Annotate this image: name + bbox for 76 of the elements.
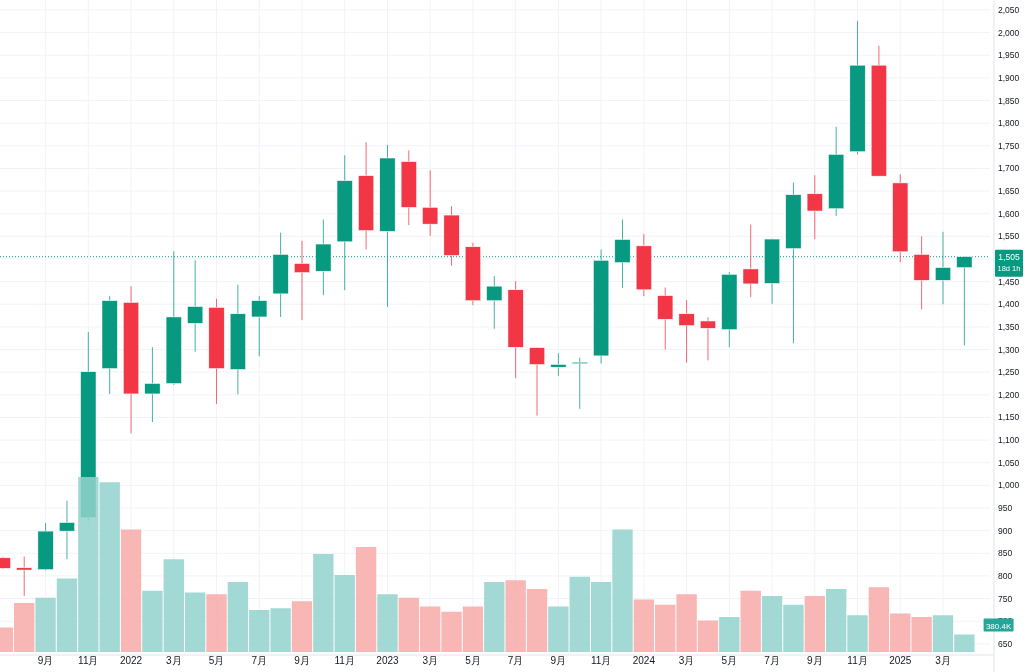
candlestick xyxy=(571,357,588,410)
bar xyxy=(740,590,761,652)
x-tick-label: 9月 xyxy=(550,655,567,666)
bar xyxy=(804,596,825,652)
y-tick-label: 1,450 xyxy=(998,276,1020,287)
x-tick-label: 3月 xyxy=(678,655,695,666)
y-tick-label: 750 xyxy=(998,593,1013,604)
y-tick-label: 1,400 xyxy=(998,299,1020,310)
x-tick-label: 3月 xyxy=(422,655,438,666)
y-tick-label: 1,700 xyxy=(998,163,1020,174)
x-tick-label: 7月 xyxy=(251,655,268,666)
x-tick-label: 9月 xyxy=(37,655,54,666)
candlestick xyxy=(550,352,567,377)
y-tick-label: 950 xyxy=(998,503,1013,514)
y-tick-label: 1,550 xyxy=(998,231,1020,242)
bar xyxy=(120,529,142,652)
bar xyxy=(355,547,377,652)
y-tick-label: 1,850 xyxy=(998,95,1020,106)
bar xyxy=(206,594,227,652)
y-tick-label: 800 xyxy=(998,570,1013,581)
x-tick-label: 7月 xyxy=(507,655,524,666)
y-tick-label: 1,650 xyxy=(998,186,1020,197)
x-tick-label: 11月 xyxy=(334,655,355,666)
y-tick-label: 1,800 xyxy=(998,118,1020,129)
y-tick-label: 1,250 xyxy=(998,367,1020,378)
y-tick-label: 1,000 xyxy=(998,480,1020,491)
y-tick-label: 850 xyxy=(998,548,1013,559)
candlestick xyxy=(486,275,503,330)
x-tick-label: 5月 xyxy=(721,655,738,666)
candlestick xyxy=(529,346,545,417)
candlestick xyxy=(294,240,310,321)
x-tick-label: 11月 xyxy=(590,655,612,666)
y-tick-label: 1,750 xyxy=(998,140,1020,151)
x-tick-label: 2022 xyxy=(119,655,143,666)
y-tick-label: 1,350 xyxy=(998,321,1020,332)
x-tick-label: 5月 xyxy=(208,655,225,666)
y-tick-label: 2,000 xyxy=(998,27,1020,38)
x-tick-label: 9月 xyxy=(294,655,310,666)
x-tick-label: 11月 xyxy=(78,655,99,666)
y-tick-label: 1,150 xyxy=(998,412,1020,423)
bar xyxy=(719,617,740,652)
x-tick-label: 3月 xyxy=(166,655,182,666)
y-tick-label: 2,050 xyxy=(998,4,1020,15)
x-tick-label: 2024 xyxy=(632,655,656,666)
x-tick-label: 2025 xyxy=(889,655,912,666)
x-tick-label: 11月 xyxy=(847,655,868,666)
y-tick-label: 1,050 xyxy=(998,457,1020,468)
y-tick-label: 1,100 xyxy=(998,435,1020,446)
x-tick-label: 2023 xyxy=(376,655,400,666)
y-tick-label: 650 xyxy=(998,638,1013,649)
ref-line-label: 1,505 xyxy=(998,251,1020,262)
candlestick xyxy=(59,500,75,560)
candlestick xyxy=(16,555,33,597)
candlestick xyxy=(678,299,695,364)
candlestick xyxy=(742,224,759,298)
x-tick-label: 5月 xyxy=(465,655,481,666)
x-tick-label: 9月 xyxy=(807,655,823,666)
candlestick xyxy=(422,169,439,237)
candlestick xyxy=(657,287,674,351)
bar xyxy=(484,582,505,652)
candlestick xyxy=(806,174,823,240)
y-tick-label: 1,900 xyxy=(998,72,1020,83)
candlestick xyxy=(187,259,204,353)
candlestick xyxy=(251,295,268,357)
y-tick-label: 1,600 xyxy=(998,208,1020,219)
candlestick xyxy=(700,316,716,361)
x-tick-label: 7月 xyxy=(764,655,780,666)
y-tick-label: 1,200 xyxy=(998,389,1020,400)
candlestick xyxy=(144,346,161,423)
y-tick-label: 1,950 xyxy=(998,50,1020,61)
bar xyxy=(291,601,313,652)
y-tick-label: 900 xyxy=(998,525,1013,536)
bar xyxy=(377,594,398,652)
y-tick-label: 1,300 xyxy=(998,344,1020,355)
x-tick-label: 3月 xyxy=(935,655,951,666)
annotation: 380.4K xyxy=(985,621,1012,631)
